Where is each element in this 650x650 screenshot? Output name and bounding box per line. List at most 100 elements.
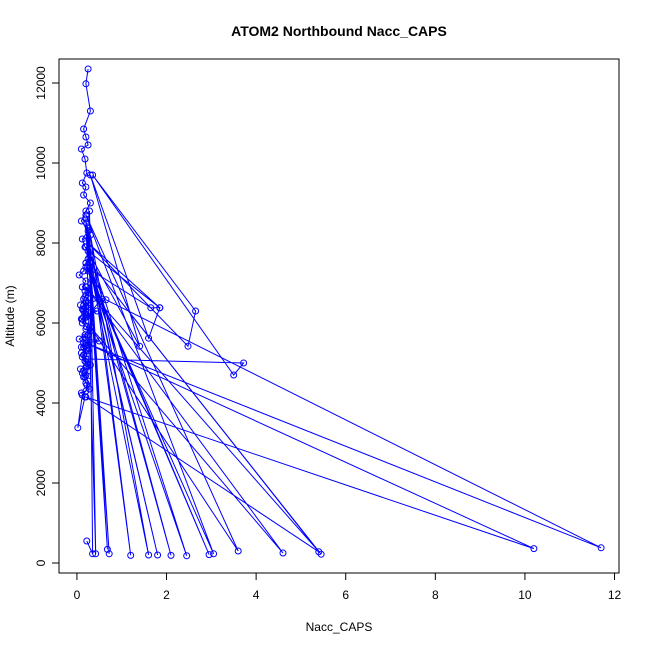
data-point — [80, 343, 88, 351]
y-tick-label: 8000 — [34, 229, 48, 256]
data-point — [240, 359, 248, 367]
data-point — [82, 307, 90, 315]
y-tick-label: 4000 — [34, 389, 48, 416]
data-point — [82, 339, 90, 347]
data-point — [86, 231, 94, 239]
data-point — [82, 80, 90, 88]
y-tick-label: 10000 — [34, 146, 48, 180]
y-tick-label: 2000 — [34, 469, 48, 496]
data-point — [154, 551, 162, 559]
data-point — [84, 341, 92, 349]
data-point — [78, 235, 86, 243]
data-point — [234, 547, 242, 555]
x-tick-label: 10 — [518, 588, 532, 602]
data-point — [83, 359, 91, 367]
data-point — [77, 349, 85, 357]
data-point — [145, 334, 153, 342]
data-point — [78, 369, 86, 377]
data-point — [86, 171, 94, 179]
data-point — [136, 342, 144, 350]
data-point — [317, 550, 325, 558]
data-point — [192, 307, 200, 315]
data-point — [75, 271, 83, 279]
chart-title: ATOM2 Northbound Nacc_CAPS — [231, 23, 447, 39]
data-point — [86, 323, 94, 331]
data-point — [530, 545, 538, 553]
data-point — [86, 199, 94, 207]
data-point — [82, 263, 90, 271]
y-tick-label: 6000 — [34, 309, 48, 336]
data-point — [84, 255, 92, 263]
data-point — [89, 171, 97, 179]
data-point — [167, 551, 175, 559]
data-point — [80, 267, 88, 275]
data-point — [84, 141, 92, 149]
data-point — [84, 301, 92, 309]
data-point — [184, 342, 192, 350]
data-point — [80, 295, 88, 303]
data-point — [82, 211, 90, 219]
data-point — [105, 550, 113, 558]
data-point — [80, 351, 88, 359]
data-point — [78, 391, 86, 399]
data-point — [84, 227, 92, 235]
data-point — [82, 259, 90, 267]
data-point — [82, 393, 90, 401]
data-point — [82, 371, 90, 379]
series-line — [85, 174, 602, 556]
data-point — [82, 207, 90, 215]
data-point — [315, 548, 323, 556]
data-point — [86, 259, 94, 267]
x-tick-label: 2 — [163, 588, 170, 602]
data-point — [147, 304, 155, 312]
plot-frame — [58, 58, 620, 574]
series-points — [74, 65, 605, 560]
x-tick-label: 8 — [432, 588, 439, 602]
data-point — [210, 550, 218, 558]
x-axis-label: Nacc_CAPS — [306, 620, 373, 634]
data-point — [103, 545, 111, 553]
data-point — [93, 307, 101, 315]
data-point — [84, 223, 92, 231]
data-point — [89, 550, 97, 558]
data-point — [156, 304, 164, 312]
data-point — [205, 551, 213, 559]
data-point — [86, 361, 94, 369]
series-lines — [77, 68, 602, 556]
data-point — [82, 133, 90, 141]
y-axis-label: Altitude (m) — [3, 285, 17, 346]
data-point — [83, 381, 91, 389]
data-point — [83, 219, 91, 227]
x-tick-label: 4 — [253, 588, 260, 602]
y-axis: 0 2000 4000 6000 8000 10000 12000 — [34, 66, 60, 566]
data-point — [102, 296, 110, 304]
data-point — [82, 243, 90, 251]
data-point — [82, 183, 90, 191]
data-point — [86, 289, 93, 297]
data-point — [92, 550, 100, 558]
data-point — [82, 299, 90, 307]
data-point — [86, 107, 94, 115]
data-point — [230, 371, 238, 379]
data-point — [81, 155, 89, 163]
data-point — [84, 247, 92, 255]
x-tick-label: 6 — [342, 588, 349, 602]
data-point — [82, 291, 90, 299]
data-point — [86, 251, 94, 259]
data-point — [80, 191, 88, 199]
x-axis: 0 2 4 6 8 10 12 — [74, 572, 622, 602]
data-point — [82, 215, 90, 223]
data-point — [84, 355, 92, 363]
data-point — [81, 287, 89, 295]
data-point — [84, 299, 92, 307]
data-point — [80, 125, 88, 133]
x-tick-label: 12 — [608, 588, 622, 602]
data-point — [78, 179, 86, 187]
data-point — [86, 327, 94, 335]
data-point — [82, 355, 90, 363]
x-tick-label: 0 — [74, 588, 81, 602]
y-tick-label: 12000 — [34, 66, 48, 100]
data-point — [145, 551, 153, 559]
